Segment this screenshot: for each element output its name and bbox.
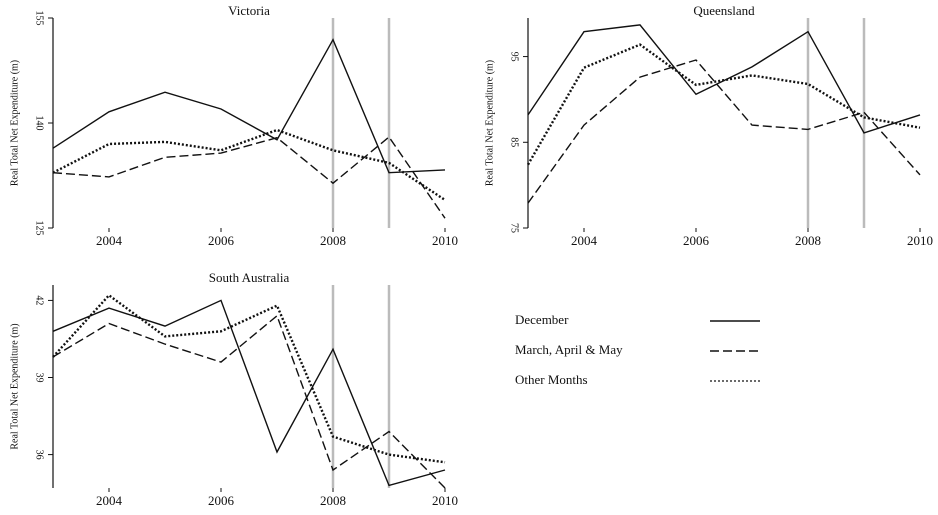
x-tick-label: 2004	[571, 233, 598, 248]
series-line	[52, 128, 446, 202]
y-tick-label: 125	[34, 221, 45, 236]
y-tick-label: 39	[34, 373, 45, 383]
legend-label: December	[515, 312, 569, 327]
series-line	[52, 38, 446, 174]
legend-label: March, April & May	[515, 342, 623, 357]
series-line	[52, 135, 446, 219]
x-tick-label: 2008	[795, 233, 821, 248]
panel: Queensland Real Total Net Expenditure (m)…	[484, 3, 933, 248]
y-tick-label: 75	[509, 223, 520, 233]
legend-label: Other Months	[515, 372, 588, 387]
panel-title: Queensland	[693, 3, 755, 18]
y-axis-label: Real Total Net Expenditure (m)	[484, 60, 495, 186]
y-tick-label: 140	[34, 116, 45, 131]
series-line	[52, 314, 446, 489]
y-tick-label: 155	[34, 11, 45, 26]
x-tick-label: 2008	[320, 233, 346, 248]
x-tick-label: 2004	[96, 233, 123, 248]
y-axis-label: Real Total Net Expenditure (m)	[9, 60, 20, 186]
x-tick-label: 2010	[432, 493, 458, 508]
y-axis-label: Real Total Net Expenditure (m)	[9, 323, 20, 449]
legend: December March, April & May Other Months	[515, 312, 760, 387]
series-line	[52, 293, 446, 464]
y-tick-label: 42	[34, 295, 45, 305]
x-tick-label: 2010	[432, 233, 458, 248]
series-line	[527, 59, 921, 204]
x-tick-label: 2008	[320, 493, 346, 508]
y-tick-label: 36	[34, 450, 45, 460]
series-line	[526, 43, 921, 166]
x-tick-label: 2004	[96, 493, 123, 508]
panel-title: Victoria	[228, 3, 270, 18]
panel-title: South Australia	[209, 270, 290, 285]
x-tick-label: 2006	[208, 233, 235, 248]
panel: Victoria Real Total Net Expenditure (m) 12…	[9, 3, 458, 248]
x-tick-label: 2006	[208, 493, 235, 508]
y-tick-label: 95	[509, 52, 520, 62]
x-tick-label: 2006	[683, 233, 710, 248]
series-line	[52, 299, 446, 487]
x-tick-label: 2010	[907, 233, 933, 248]
panel: South Australia Real Total Net Expenditur…	[9, 270, 458, 508]
y-tick-label: 85	[509, 137, 520, 147]
